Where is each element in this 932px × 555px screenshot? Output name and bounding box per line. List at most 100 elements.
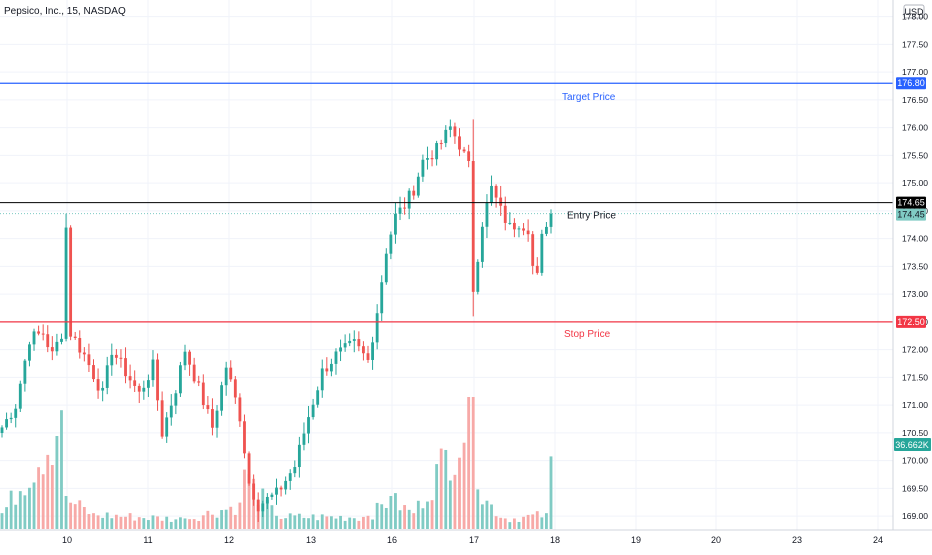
candle-body bbox=[448, 126, 452, 130]
volume-bar bbox=[549, 456, 553, 529]
candle-body bbox=[284, 480, 288, 490]
candle-body bbox=[92, 365, 95, 380]
target-price-badge[interactable]: 176.80 bbox=[896, 77, 926, 90]
volume-bar bbox=[435, 464, 439, 529]
candle-body bbox=[535, 265, 539, 273]
volume-bar bbox=[398, 510, 402, 529]
candle-body bbox=[439, 143, 443, 145]
volume-bars bbox=[0, 397, 553, 529]
price-tick-label: 176.00 bbox=[902, 123, 928, 133]
stop-price-label: Stop Price bbox=[564, 329, 611, 340]
volume-bar bbox=[407, 509, 411, 529]
time-tick-label: 20 bbox=[711, 535, 721, 545]
time-tick-label: 16 bbox=[387, 535, 397, 545]
entry-price-label: Entry Price bbox=[567, 211, 616, 222]
volume-bar bbox=[439, 448, 443, 529]
volume-bar bbox=[357, 520, 361, 529]
candle-body bbox=[82, 352, 86, 355]
candle-body bbox=[229, 367, 233, 380]
candle-body bbox=[96, 379, 100, 391]
candle-body bbox=[128, 376, 132, 381]
volume-bar bbox=[183, 518, 187, 529]
entry-price-value: 174.65 bbox=[897, 198, 925, 208]
time-tick-label: 23 bbox=[792, 535, 802, 545]
time-axis-ticks[interactable]: 10 11 12 13 16 17 18 19 20 23 24 bbox=[62, 535, 883, 545]
candle-body bbox=[69, 227, 73, 337]
candle-body bbox=[508, 222, 512, 224]
volume-bar bbox=[46, 454, 50, 529]
volume-bar bbox=[9, 490, 13, 529]
candle-body bbox=[279, 487, 283, 490]
candle-body bbox=[540, 233, 544, 273]
candle-body bbox=[339, 347, 342, 352]
volume-bar bbox=[490, 504, 493, 529]
volume-bar bbox=[453, 474, 457, 529]
volume-bar bbox=[444, 449, 448, 529]
candle-body bbox=[311, 404, 315, 418]
currency-badge[interactable] bbox=[903, 4, 925, 19]
candle-body bbox=[179, 365, 182, 394]
candle-body bbox=[320, 368, 324, 391]
volume-bar bbox=[37, 467, 41, 529]
candle-body bbox=[0, 427, 4, 434]
candle-body bbox=[55, 341, 59, 352]
candle-body bbox=[137, 385, 141, 392]
volume-value: 36.662K bbox=[895, 440, 929, 450]
candle-body bbox=[526, 230, 530, 235]
candle-body bbox=[270, 494, 274, 497]
volume-bar bbox=[512, 518, 516, 529]
volume-bar bbox=[50, 465, 54, 529]
last-price-badge[interactable]: 174.45 bbox=[896, 208, 926, 221]
candle-body bbox=[256, 499, 260, 512]
candle-body bbox=[46, 334, 50, 348]
candle-body bbox=[252, 483, 256, 500]
candle-body bbox=[78, 337, 82, 353]
volume-bar bbox=[334, 518, 338, 529]
volume-bar bbox=[238, 502, 242, 529]
candle-body bbox=[522, 228, 525, 231]
volume-bar bbox=[430, 500, 434, 529]
volume-bar bbox=[201, 515, 205, 529]
candle-body bbox=[9, 417, 13, 420]
price-tick-label: 170.00 bbox=[902, 456, 928, 466]
price-tick-label: 174.00 bbox=[902, 234, 928, 244]
time-tick-label: 12 bbox=[224, 535, 234, 545]
stop-price-badge[interactable]: 172.50 bbox=[896, 315, 926, 328]
volume-bar bbox=[394, 493, 397, 529]
time-tick-label: 18 bbox=[550, 535, 560, 545]
candle-body bbox=[32, 331, 36, 345]
target-price-value: 176.80 bbox=[897, 78, 925, 88]
candle-body bbox=[389, 234, 393, 254]
candle-body bbox=[517, 228, 521, 230]
volume-bar bbox=[233, 514, 237, 529]
candle-body bbox=[275, 487, 278, 495]
candle-body bbox=[384, 253, 388, 283]
volume-bar bbox=[458, 457, 461, 529]
candle-body bbox=[343, 343, 347, 348]
volume-bar bbox=[179, 517, 182, 529]
candle-body bbox=[458, 136, 461, 150]
stop-price-value: 172.50 bbox=[897, 317, 925, 327]
volume-bar bbox=[197, 521, 201, 529]
candle-body bbox=[206, 405, 210, 410]
volume-bar bbox=[137, 517, 141, 529]
candle-body bbox=[142, 387, 146, 392]
volume-bar bbox=[92, 513, 95, 529]
entry-price-badge[interactable]: 174.65 bbox=[896, 196, 926, 209]
volume-bar bbox=[124, 516, 127, 529]
candle-body bbox=[352, 339, 356, 341]
volume-bar bbox=[101, 517, 105, 529]
volume-bar bbox=[503, 518, 507, 529]
volume-bar bbox=[545, 513, 548, 529]
candle-body bbox=[197, 381, 201, 383]
volume-bar bbox=[270, 505, 274, 529]
volume-bar bbox=[96, 515, 100, 529]
price-tick-label: 176.50 bbox=[902, 95, 928, 105]
volume-bar bbox=[133, 520, 137, 529]
candle-body bbox=[407, 190, 411, 209]
volume-bar bbox=[348, 517, 352, 529]
volume-badge[interactable]: 36.662K bbox=[894, 438, 931, 451]
candle-body bbox=[480, 226, 484, 262]
volume-bar bbox=[32, 482, 36, 529]
